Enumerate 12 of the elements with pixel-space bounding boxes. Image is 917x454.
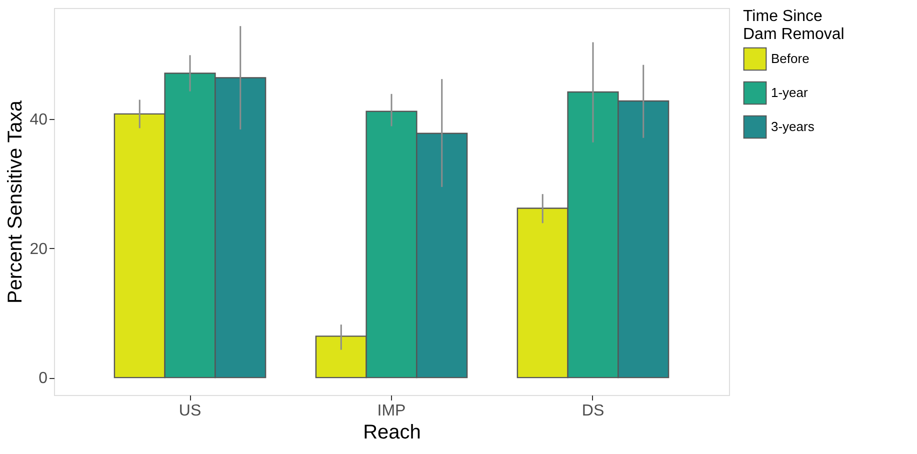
x-tick-label: IMP [377, 402, 406, 420]
legend-title: Time Since Dam Removal [743, 8, 844, 43]
x-tick-label: DS [582, 402, 604, 420]
legend-label: 1-year [771, 85, 809, 100]
y-axis-title: Percent Sensitive Taxa [4, 100, 27, 304]
legend-label: Before [771, 51, 810, 66]
x-axis-title: Reach [363, 422, 421, 444]
y-tick-label: 40 [30, 112, 48, 129]
legend-label: 3-years [771, 119, 815, 134]
y-tick-label: 20 [30, 240, 48, 258]
y-tick-label: 0 [38, 370, 48, 388]
x-tick-label: US [178, 402, 202, 420]
